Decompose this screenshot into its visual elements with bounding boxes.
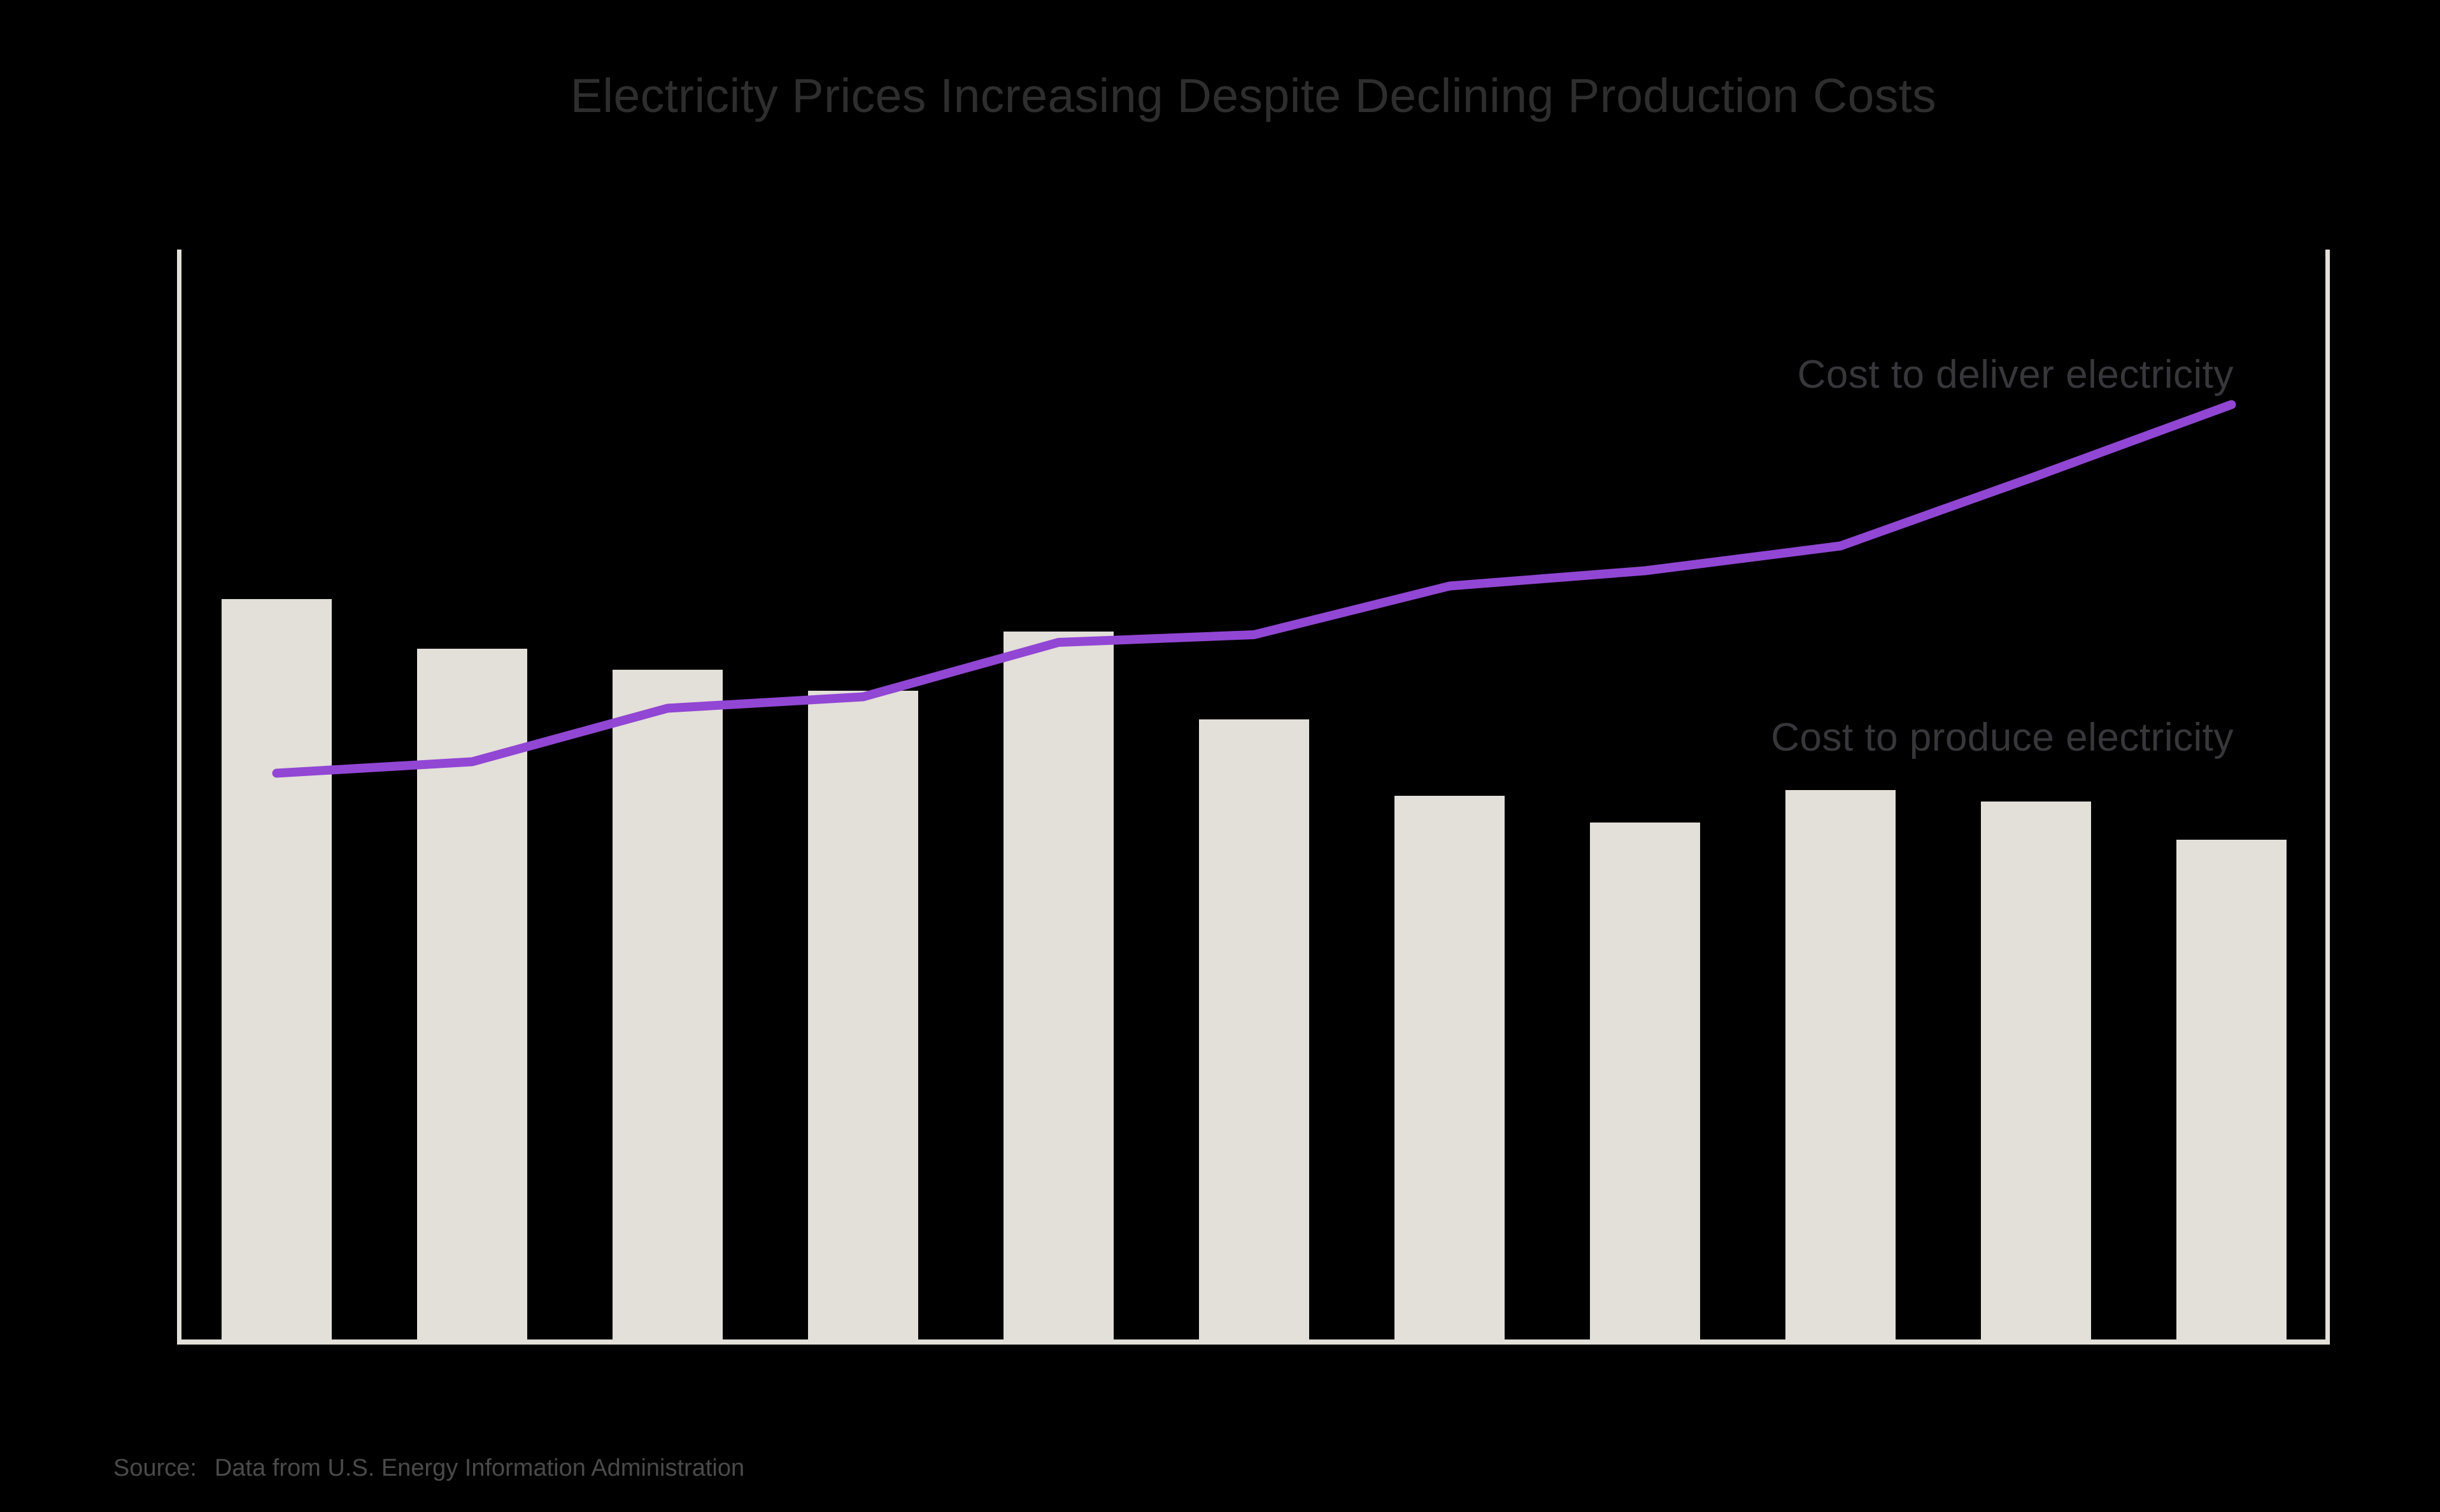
bar [1590,823,1700,1339]
source-label: Source: [113,1455,197,1481]
bar [222,599,332,1339]
bar [613,670,723,1339]
bar [1199,719,1309,1339]
bar [808,691,918,1339]
bar [1004,632,1114,1339]
source-attribution: Source: Data from U.S. Energy Information… [113,1454,744,1483]
y-axis-line-left [177,250,181,1345]
bar [1981,802,2091,1339]
deliver-cost-line [272,400,2236,778]
produce-series-label: Cost to produce electricity [1771,716,2234,760]
bar [1785,790,1896,1339]
y-axis-line-right [2325,250,2330,1345]
deliver-series-label: Cost to deliver electricity [1797,353,2234,397]
bar [1394,796,1505,1339]
source-text: Data from U.S. Energy Information Admini… [214,1455,745,1481]
chart-title: Electricity Prices Increasing Despite De… [570,69,1937,122]
x-axis-baseline [177,1339,2330,1345]
bar [2176,840,2287,1339]
